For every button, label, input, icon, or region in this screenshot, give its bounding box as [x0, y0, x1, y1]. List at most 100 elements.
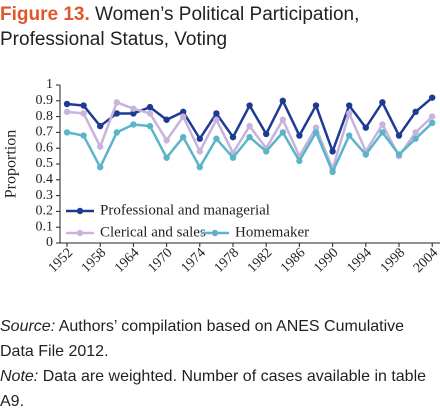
point — [412, 135, 419, 142]
y-tick-label: 0.9 — [36, 93, 54, 108]
y-axis-label: Proportion — [3, 130, 20, 198]
note-text: Data are weighted. Number of cases avail… — [0, 368, 427, 410]
point — [263, 130, 270, 138]
point — [213, 135, 220, 142]
y-tick-label: 0.4 — [36, 172, 54, 187]
point — [346, 132, 353, 139]
point — [279, 97, 286, 105]
point — [146, 110, 154, 117]
point — [113, 99, 121, 106]
point — [213, 110, 220, 117]
point — [312, 129, 320, 136]
point — [329, 148, 336, 155]
legend-label: Professional and managerial — [100, 202, 270, 218]
y-tick-label: 0 — [46, 235, 53, 250]
point — [146, 122, 154, 130]
point — [429, 113, 436, 120]
point — [362, 124, 369, 131]
point — [412, 108, 419, 116]
point — [180, 133, 187, 141]
point — [395, 132, 403, 139]
point — [113, 129, 121, 136]
title: Figure 13. Women’s Political Participati… — [0, 2, 420, 52]
point — [312, 124, 320, 131]
point — [362, 151, 369, 158]
x-tick-label: 1986 — [278, 245, 308, 275]
point — [312, 102, 320, 109]
point — [379, 121, 386, 128]
y-tick-label: 0.5 — [36, 156, 54, 171]
note-label: Note: — [0, 368, 39, 385]
y-tick-label: 1 — [46, 77, 53, 92]
point — [263, 148, 270, 155]
legend-marker — [76, 229, 84, 237]
point — [130, 110, 137, 117]
point — [412, 129, 419, 136]
x-tick-label: 1982 — [245, 245, 275, 275]
y-tick-label: 0.7 — [36, 125, 54, 140]
point — [296, 132, 303, 139]
legend-marker — [76, 207, 84, 215]
point — [63, 129, 71, 136]
point — [80, 132, 87, 139]
point — [146, 103, 154, 111]
source-label: Source: — [0, 318, 56, 335]
x-tick-label: 1974 — [178, 245, 208, 275]
x-tick-label: 1990 — [311, 245, 341, 275]
y-tick-label: 0.1 — [36, 219, 54, 234]
point — [80, 110, 87, 117]
point — [229, 154, 237, 161]
y-tick-label: 0.2 — [36, 204, 54, 219]
y-tick-label: 0.8 — [36, 109, 54, 124]
source: Source: Authors’ compilation based on AN… — [0, 314, 438, 364]
point — [113, 110, 121, 117]
point — [296, 157, 303, 165]
x-tick-label: 1970 — [145, 245, 175, 275]
point — [246, 102, 253, 109]
legend-label: Clerical and sales — [100, 224, 206, 240]
point — [163, 116, 170, 123]
point — [180, 108, 187, 116]
y-tick-label: 0.6 — [36, 140, 54, 155]
point — [63, 100, 71, 108]
point — [229, 133, 237, 141]
point — [379, 129, 386, 136]
title-text: Women’s Political Participation, Profess… — [0, 4, 360, 50]
point — [163, 154, 170, 161]
chart: Proportion 00.10.20.30.40.50.60.70.80.91… — [3, 77, 440, 276]
point — [279, 129, 286, 136]
point — [180, 113, 187, 120]
point — [329, 168, 336, 176]
point — [246, 133, 253, 141]
point — [97, 143, 104, 150]
point — [346, 110, 353, 117]
y-tick-label: 0.3 — [36, 188, 54, 203]
point — [130, 121, 137, 128]
point — [196, 148, 203, 155]
point — [196, 163, 203, 171]
point — [213, 116, 220, 123]
point — [429, 94, 436, 101]
point — [246, 122, 253, 130]
point — [97, 122, 104, 130]
x-tick-label: 2004 — [411, 245, 440, 275]
x-tick-label: 1964 — [112, 245, 142, 275]
point — [346, 102, 353, 109]
legend-label: Homemaker — [235, 224, 309, 240]
point — [80, 102, 87, 109]
x-tick-label: 1978 — [212, 245, 242, 275]
source-text: Authors’ compilation based on ANES Cumul… — [0, 318, 405, 360]
point — [279, 116, 286, 123]
point — [429, 119, 436, 127]
point — [63, 108, 71, 116]
x-tick-label: 1998 — [378, 245, 408, 275]
point — [130, 105, 137, 112]
x-tick-label: 1958 — [79, 245, 109, 275]
point — [379, 99, 386, 106]
figure-label: Figure 13. — [0, 4, 90, 25]
note: Note: Data are weighted. Number of cases… — [0, 364, 438, 414]
point — [97, 163, 104, 171]
legend-marker — [211, 229, 219, 237]
point — [163, 137, 170, 144]
